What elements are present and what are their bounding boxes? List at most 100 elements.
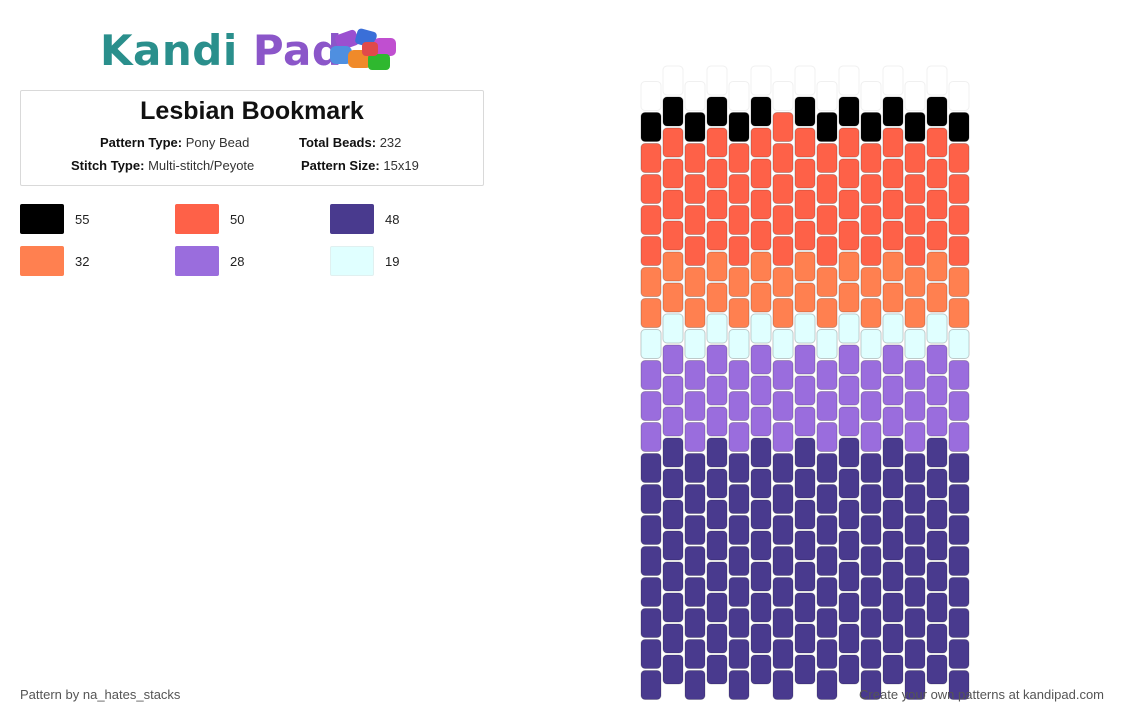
- bead: [882, 158, 904, 189]
- bead: [728, 112, 750, 142]
- bead: [816, 298, 838, 328]
- bead: [816, 608, 838, 638]
- bead: [882, 623, 904, 654]
- bead: [706, 313, 728, 344]
- bead: [750, 406, 772, 437]
- bead: [948, 143, 970, 173]
- bead: [882, 344, 904, 375]
- kandipad-link[interactable]: Create your own patterns at kandipad.com: [859, 687, 1104, 702]
- bead: [948, 236, 970, 266]
- bead: [772, 329, 794, 359]
- bead: [728, 608, 750, 638]
- bead: [772, 360, 794, 390]
- bead: [860, 639, 882, 669]
- bead: [926, 344, 948, 375]
- bead: [772, 515, 794, 545]
- bead: [662, 592, 684, 623]
- bead: [684, 298, 706, 328]
- bead: [926, 375, 948, 406]
- bead: [904, 298, 926, 328]
- bead: [662, 189, 684, 220]
- bead: [860, 391, 882, 421]
- bead: [772, 298, 794, 328]
- total-beads-value: 232: [379, 135, 402, 150]
- bead: [838, 313, 860, 344]
- bead: [684, 112, 706, 142]
- bead: [904, 391, 926, 421]
- bead: [904, 236, 926, 266]
- bead: [948, 205, 970, 235]
- empty-bead: [948, 81, 970, 111]
- bead: [640, 639, 662, 669]
- bead: [728, 453, 750, 483]
- bead: [750, 437, 772, 468]
- bead: [882, 127, 904, 158]
- bead: [860, 360, 882, 390]
- bead: [728, 639, 750, 669]
- bead: [772, 267, 794, 297]
- bead: [640, 608, 662, 638]
- bead: [838, 189, 860, 220]
- bead: [772, 143, 794, 173]
- bead: [640, 515, 662, 545]
- bead: [882, 220, 904, 251]
- bead: [882, 530, 904, 561]
- logo-wordmark: Kandi Pad: [100, 26, 342, 75]
- bead: [948, 670, 970, 700]
- bead: [662, 375, 684, 406]
- bead: [860, 112, 882, 142]
- bead: [948, 577, 970, 607]
- bead-count: 48: [385, 212, 400, 227]
- bead: [750, 530, 772, 561]
- bead: [640, 143, 662, 173]
- bead: [684, 484, 706, 514]
- bead: [882, 282, 904, 313]
- bead: [706, 282, 728, 313]
- bead: [728, 391, 750, 421]
- bead: [728, 422, 750, 452]
- bead: [904, 515, 926, 545]
- empty-bead: [904, 81, 926, 111]
- bead: [794, 468, 816, 499]
- bead: [860, 329, 882, 359]
- bead: [948, 422, 970, 452]
- bead: [772, 236, 794, 266]
- bead: [684, 174, 706, 204]
- bead: [816, 391, 838, 421]
- empty-bead: [816, 81, 838, 111]
- bead: [904, 329, 926, 359]
- bead: [662, 561, 684, 592]
- bead: [728, 515, 750, 545]
- bead: [750, 654, 772, 685]
- pattern-info-card: Lesbian Bookmark Pattern Type: Pony Bead…: [20, 90, 484, 186]
- bead: [706, 375, 728, 406]
- bead: [706, 406, 728, 437]
- bead: [728, 546, 750, 576]
- bead: [816, 360, 838, 390]
- bead: [838, 623, 860, 654]
- bead: [926, 96, 948, 127]
- bead: [838, 344, 860, 375]
- bead: [882, 437, 904, 468]
- bead: [816, 546, 838, 576]
- bead: [640, 453, 662, 483]
- bead: [662, 313, 684, 344]
- bead: [794, 592, 816, 623]
- empty-bead: [706, 65, 728, 96]
- bead: [706, 623, 728, 654]
- bead: [794, 189, 816, 220]
- bead: [794, 344, 816, 375]
- bead: [860, 670, 882, 700]
- bead: [684, 515, 706, 545]
- bead: [684, 453, 706, 483]
- bead: [772, 670, 794, 700]
- bead: [882, 96, 904, 127]
- bead: [684, 546, 706, 576]
- bead: [794, 313, 816, 344]
- bead: [684, 329, 706, 359]
- empty-bead: [838, 65, 860, 96]
- bead: [838, 654, 860, 685]
- empty-bead: [794, 65, 816, 96]
- bead: [794, 375, 816, 406]
- bead: [882, 499, 904, 530]
